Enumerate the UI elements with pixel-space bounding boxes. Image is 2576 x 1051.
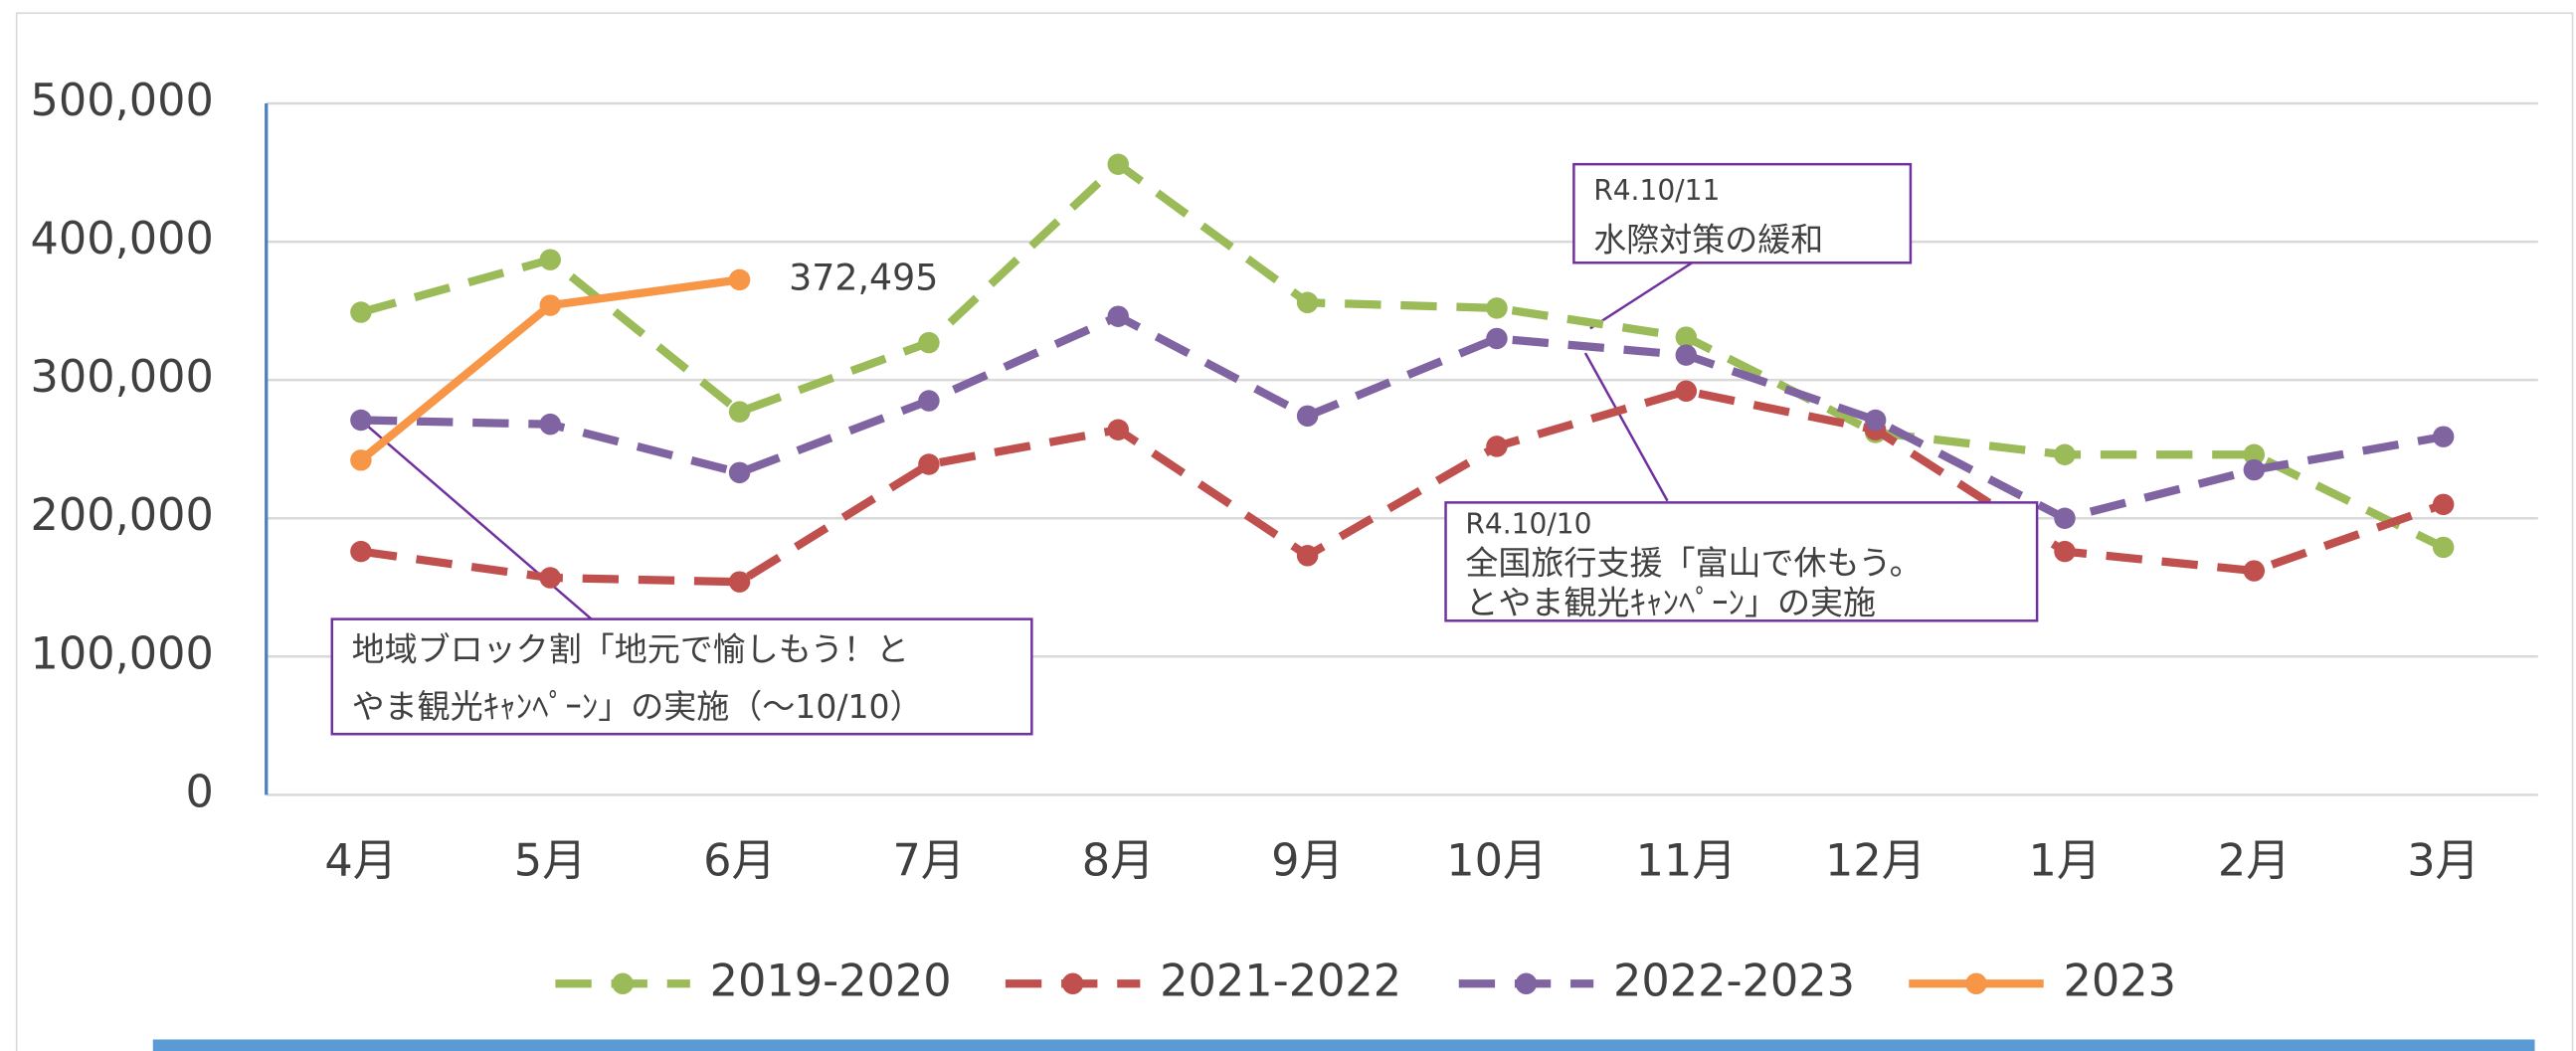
- data-point: [728, 268, 751, 291]
- y-tick-label: 0: [186, 766, 214, 817]
- data-point: [2054, 507, 2076, 529]
- data-point: [350, 301, 372, 323]
- annotation-text: R4.10/10: [1465, 508, 1591, 541]
- data-point: [1486, 327, 1508, 350]
- data-point: [918, 453, 940, 475]
- annotation-text: やま観光ｷｬﾝﾍﾟｰﾝ」の実施（～10/10）: [352, 687, 923, 726]
- y-tick-label: 400,000: [31, 213, 214, 264]
- data-point: [1107, 305, 1130, 327]
- x-tick-label: 7月: [892, 835, 965, 887]
- data-point: [2243, 443, 2266, 465]
- data-point: [1675, 344, 1698, 366]
- x-tick-label: 5月: [514, 835, 587, 887]
- legend-label: 2019-2020: [710, 955, 952, 1006]
- data-point: [350, 449, 372, 471]
- x-tick-label: 12月: [1825, 835, 1926, 887]
- legend-label: 2021-2022: [1160, 955, 1401, 1006]
- data-point: [539, 294, 561, 316]
- legend-label: 2023: [2064, 955, 2176, 1006]
- x-tick-label: 11月: [1636, 835, 1737, 887]
- data-point: [350, 409, 372, 432]
- data-point: [2432, 493, 2455, 516]
- data-point: [1296, 545, 1319, 567]
- chart-border: [15, 12, 2574, 1051]
- legend-marker: [1061, 972, 1084, 995]
- data-point: [918, 331, 940, 354]
- x-tick-label: 4月: [324, 835, 397, 887]
- data-point: [1107, 419, 1130, 440]
- x-tick-label: 2月: [2218, 835, 2291, 887]
- x-tick-label: 9月: [1271, 835, 1344, 887]
- data-point: [350, 540, 372, 563]
- data-point: [1296, 405, 1319, 428]
- data-point: [1675, 380, 1698, 403]
- y-tick-label: 200,000: [31, 489, 214, 541]
- data-point: [1296, 291, 1319, 314]
- legend-marker: [1515, 972, 1538, 995]
- annotation-connector: [364, 423, 593, 620]
- y-tick-label: 500,000: [31, 75, 214, 126]
- data-point: [2054, 540, 2076, 563]
- series-line: [360, 387, 2446, 587]
- y-tick-label: 300,000: [31, 351, 214, 403]
- annotation-text: 地域ブロック割「地元で愉しもう！と: [352, 629, 909, 668]
- data-point: [2243, 560, 2266, 582]
- annotation-connector: [1583, 352, 1669, 502]
- data-point: [1486, 297, 1508, 319]
- data-point: [1675, 326, 1698, 348]
- x-tick-label: 10月: [1446, 835, 1547, 887]
- data-point: [2243, 458, 2266, 481]
- x-tick-label: 3月: [2407, 835, 2480, 887]
- data-point: [539, 249, 561, 270]
- data-point: [1486, 436, 1508, 457]
- data-point: [2432, 536, 2455, 559]
- data-point: [728, 571, 751, 593]
- legend-marker: [612, 972, 634, 995]
- annotation-box: [1444, 501, 2039, 622]
- series-line: [359, 160, 2446, 552]
- data-point: [539, 413, 561, 436]
- annotation-connector: [1589, 262, 1693, 330]
- x-tick-label: 6月: [703, 835, 776, 887]
- table-strip: [152, 1039, 2535, 1051]
- legend-marker: [1965, 972, 1987, 995]
- data-point: [1864, 409, 1887, 432]
- data-point: [539, 567, 561, 589]
- data-point: [1107, 153, 1130, 175]
- y-tick-label: 100,000: [31, 627, 214, 679]
- data-point: [2432, 426, 2455, 447]
- data-label: 372,495: [789, 256, 938, 298]
- data-point: [2054, 443, 2076, 465]
- annotation-text: 全国旅行支援「富山で休もう。: [1465, 544, 1922, 583]
- data-point: [918, 390, 940, 412]
- data-point: [728, 401, 751, 423]
- annotation-text: R4.10/11: [1593, 174, 1720, 207]
- annotation-box: [1572, 162, 1913, 264]
- legend-label: 2022-2023: [1613, 955, 1855, 1006]
- x-tick-label: 1月: [2029, 835, 2102, 887]
- annotation-box: [330, 617, 1033, 736]
- x-tick-label: 8月: [1082, 835, 1155, 887]
- annotation-text: 水際対策の緩和: [1593, 220, 1823, 259]
- data-point: [728, 461, 751, 484]
- series-line: [360, 312, 2445, 523]
- annotation-text: とやま観光ｷｬﾝﾍﾟｰﾝ」の実施: [1465, 583, 1876, 621]
